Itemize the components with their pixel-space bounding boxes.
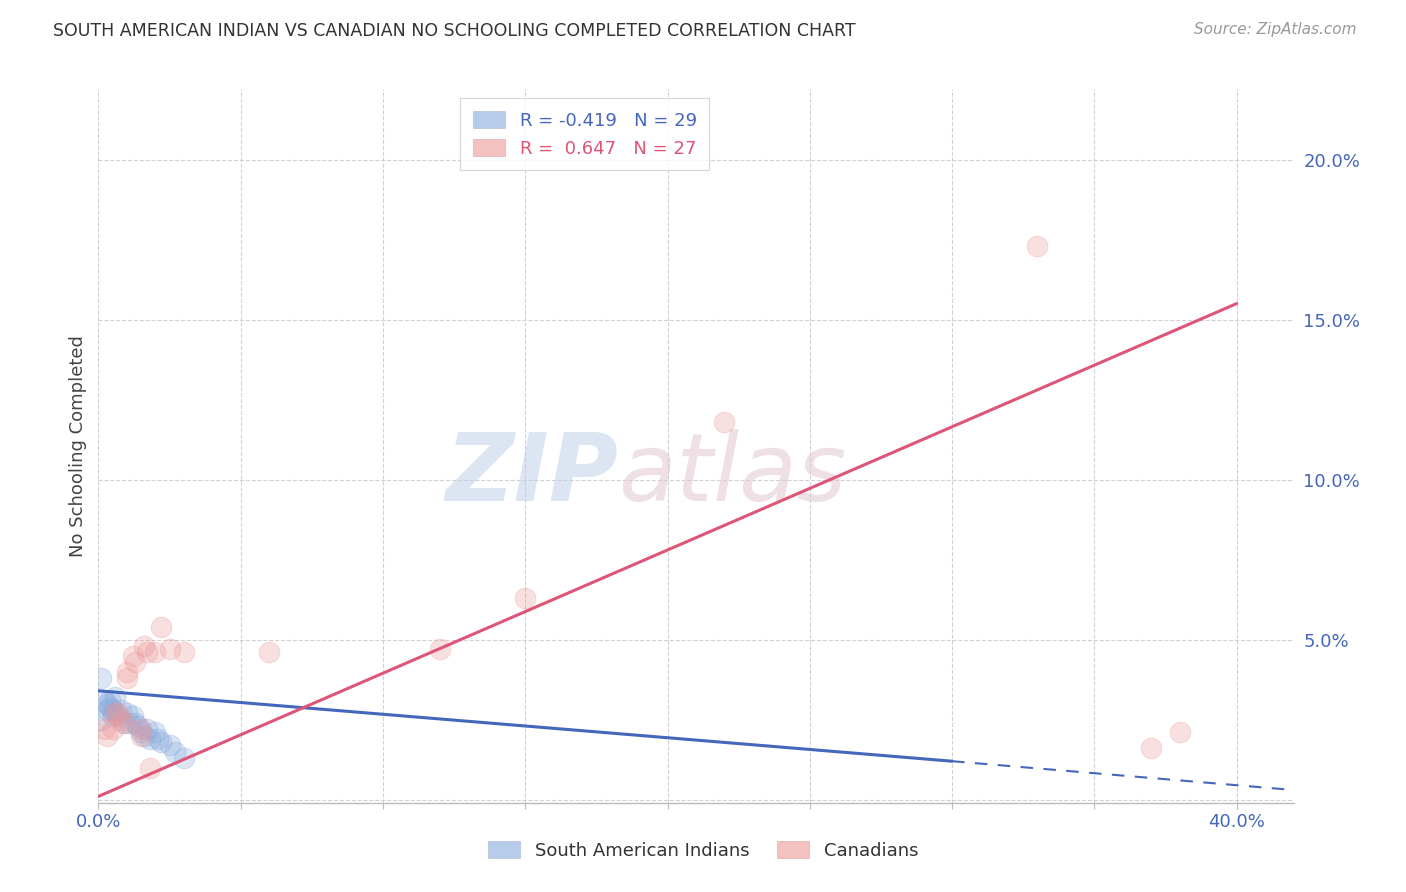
- Point: [104, 690, 127, 705]
- Point: [112, 715, 135, 730]
- Point: [118, 715, 141, 730]
- Point: [165, 745, 187, 759]
- Point: [93, 693, 115, 707]
- Point: [138, 761, 160, 775]
- Point: [429, 642, 451, 657]
- Point: [150, 620, 173, 634]
- Point: [90, 671, 112, 685]
- Point: [98, 693, 121, 707]
- Point: [101, 722, 124, 736]
- Point: [135, 722, 157, 736]
- Point: [96, 697, 118, 711]
- Point: [104, 706, 127, 721]
- Point: [101, 703, 124, 717]
- Point: [127, 719, 149, 733]
- Point: [115, 671, 138, 685]
- Point: [124, 655, 146, 669]
- Point: [143, 725, 166, 739]
- Point: [143, 645, 166, 659]
- Point: [90, 713, 112, 727]
- Point: [115, 665, 138, 679]
- Point: [159, 642, 181, 657]
- Point: [104, 706, 127, 721]
- Point: [257, 645, 280, 659]
- Point: [121, 709, 143, 723]
- Point: [129, 722, 152, 736]
- Point: [110, 703, 132, 717]
- Legend: South American Indians, Canadians: South American Indians, Canadians: [481, 834, 925, 867]
- Legend: R = -0.419   N = 29, R =  0.647   N = 27: R = -0.419 N = 29, R = 0.647 N = 27: [460, 98, 710, 170]
- Point: [96, 703, 118, 717]
- Point: [93, 722, 115, 736]
- Point: [129, 729, 152, 743]
- Point: [132, 639, 155, 653]
- Text: Source: ZipAtlas.com: Source: ZipAtlas.com: [1194, 22, 1357, 37]
- Point: [1140, 741, 1163, 756]
- Point: [96, 729, 118, 743]
- Point: [129, 725, 152, 739]
- Point: [121, 648, 143, 663]
- Point: [135, 645, 157, 659]
- Point: [150, 735, 173, 749]
- Point: [713, 415, 735, 429]
- Point: [173, 751, 195, 765]
- Point: [115, 706, 138, 721]
- Point: [98, 699, 121, 714]
- Point: [110, 713, 132, 727]
- Point: [101, 709, 124, 723]
- Point: [1026, 239, 1049, 253]
- Point: [148, 731, 170, 746]
- Point: [159, 738, 181, 752]
- Text: SOUTH AMERICAN INDIAN VS CANADIAN NO SCHOOLING COMPLETED CORRELATION CHART: SOUTH AMERICAN INDIAN VS CANADIAN NO SCH…: [53, 22, 856, 40]
- Point: [107, 709, 129, 723]
- Point: [1168, 725, 1191, 739]
- Point: [515, 591, 537, 605]
- Point: [112, 715, 135, 730]
- Text: atlas: atlas: [619, 429, 846, 520]
- Point: [107, 706, 129, 721]
- Y-axis label: No Schooling Completed: No Schooling Completed: [69, 335, 87, 557]
- Point: [132, 729, 155, 743]
- Point: [138, 731, 160, 746]
- Point: [124, 715, 146, 730]
- Point: [173, 645, 195, 659]
- Text: ZIP: ZIP: [446, 428, 619, 521]
